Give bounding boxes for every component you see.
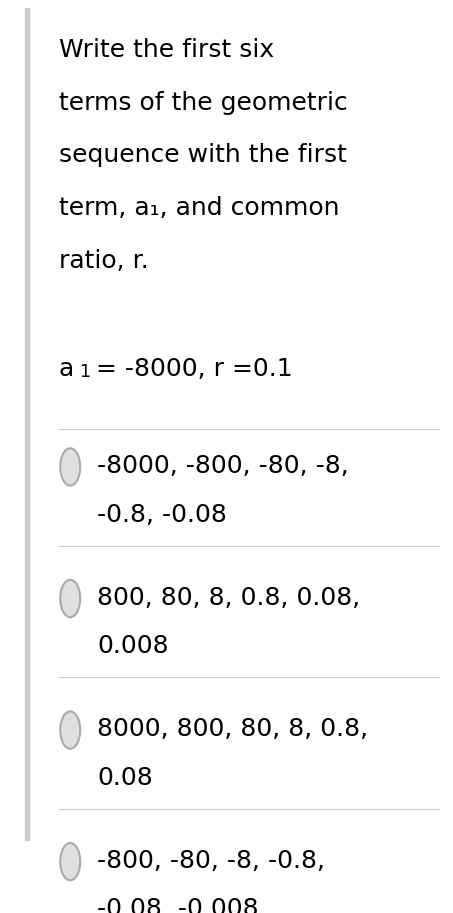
Text: = -8000, r =0.1: = -8000, r =0.1 [88,357,293,381]
Text: -8000, -800, -80, -8,: -8000, -800, -80, -8, [97,454,349,478]
Text: 800, 80, 8, 0.8, 0.08,: 800, 80, 8, 0.8, 0.08, [97,586,361,610]
Text: term, a₁, and common: term, a₁, and common [59,196,339,220]
Bar [25,8,29,841]
Circle shape [60,843,80,880]
Text: -0.08, -0.008: -0.08, -0.008 [97,897,259,913]
Text: ratio, r.: ratio, r. [59,248,149,273]
Circle shape [60,711,80,749]
Text: sequence with the first: sequence with the first [59,143,347,167]
Circle shape [60,448,80,486]
Circle shape [60,580,80,617]
Text: -0.8, -0.08: -0.8, -0.08 [97,502,227,527]
Text: 1: 1 [79,363,91,382]
Text: 8000, 800, 80, 8, 0.8,: 8000, 800, 80, 8, 0.8, [97,718,369,741]
Text: terms of the geometric: terms of the geometric [59,90,347,115]
Text: -800, -80, -8, -0.8,: -800, -80, -8, -0.8, [97,849,325,873]
Text: a: a [59,357,74,381]
Text: Write the first six: Write the first six [59,38,274,62]
Text: 0.08: 0.08 [97,766,153,790]
Text: 0.008: 0.008 [97,635,169,658]
